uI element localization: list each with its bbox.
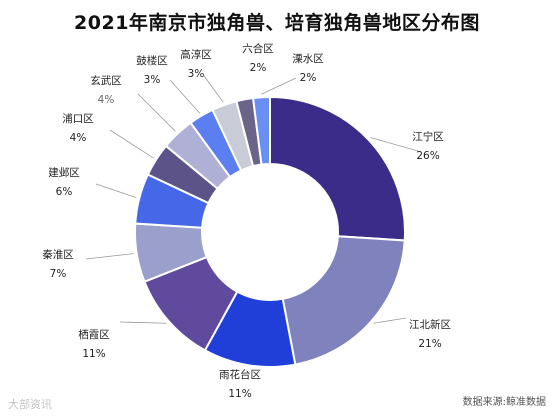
labels-group: 江宁区 26% 江北新区 21% 雨花台区 11% 栖霞区 11% 秦淮区 7% 建邺区 6% 浦口区 4… [42,42,451,400]
watermark-text: 大部资讯 [8,398,52,411]
slice-label-10: 高淳区 [180,48,212,61]
leader-line-9 [169,79,201,114]
slice-value-6: 6% [56,186,73,198]
slice-label-2: 江北新区 [409,318,451,331]
slice-label-6: 建邺区 [48,166,80,179]
slice-label-9: 鼓楼区 [136,54,168,67]
slice-value-4: 11% [82,348,105,360]
slice-value-12: 2% [300,72,317,84]
leader-line-8 [137,93,176,132]
slice-value-5: 7% [50,268,67,280]
slice-value-10: 3% [188,68,205,80]
slice-label-11: 六合区 [242,42,274,55]
slice-value-2: 21% [418,338,441,350]
slice-label-1: 江宁区 [412,130,444,143]
leader-line-4 [119,321,167,324]
donut-slice-12 [251,95,271,166]
leader-line-6 [95,183,137,199]
slice-label-8: 玄武区 [90,74,122,87]
leader-line-12 [261,77,297,95]
leader-line-7 [109,129,154,159]
slice-label-5: 秦淮区 [42,248,74,261]
slice-label-3: 雨花台区 [219,368,261,381]
leader-line-5 [85,253,134,260]
slice-value-1: 26% [416,150,439,162]
donut-slice-2 [281,235,406,366]
slice-label-12: 溧水区 [292,52,324,65]
slice-value-8: 4% [98,94,115,106]
data-source-note: 数据来源:鲸准数据 [462,397,546,408]
leader-line-10 [203,75,224,103]
slice-value-3: 11% [228,388,251,400]
leader-line-2 [373,317,407,324]
slice-value-7: 4% [70,132,87,144]
slice-value-9: 3% [144,74,161,86]
chart-title: 2021年南京市独角兽、培育独角兽地区分布图 [74,12,480,34]
donut-slice-1 [269,95,406,242]
leader-line-1 [370,137,419,152]
slice-label-7: 浦口区 [62,112,94,125]
slice-label-4: 栖霞区 [78,328,110,341]
slice-value-11: 2% [250,62,267,74]
slices-group [134,95,406,368]
